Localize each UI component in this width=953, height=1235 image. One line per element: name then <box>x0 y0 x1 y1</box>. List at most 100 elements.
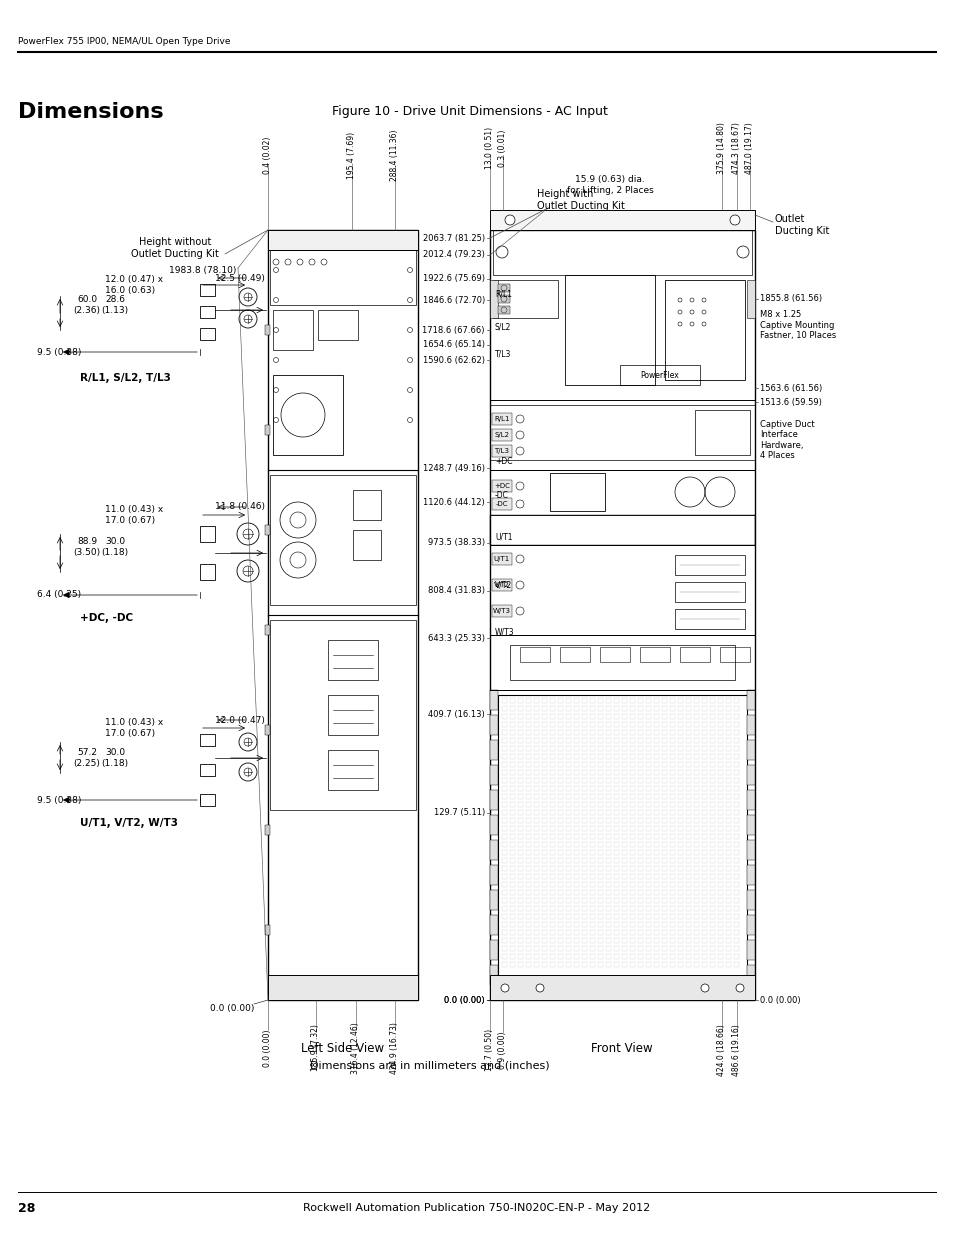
Bar <box>200 764 214 776</box>
Bar <box>746 890 754 910</box>
Text: U/T1, V/T2, W/T3: U/T1, V/T2, W/T3 <box>80 818 178 827</box>
Bar <box>541 898 546 903</box>
Bar <box>558 762 562 767</box>
Bar <box>664 280 744 380</box>
Bar <box>645 778 650 783</box>
Bar <box>621 746 626 751</box>
Bar <box>718 858 722 863</box>
Bar <box>629 746 635 751</box>
Bar <box>733 818 739 823</box>
Bar <box>501 946 506 951</box>
Bar <box>501 746 506 751</box>
Bar <box>709 914 714 919</box>
Bar <box>525 755 531 760</box>
Bar <box>693 698 699 703</box>
Bar <box>317 310 357 340</box>
Bar <box>693 802 699 806</box>
Bar <box>328 640 377 680</box>
Bar <box>725 802 730 806</box>
Bar <box>614 714 618 719</box>
Bar <box>685 834 690 839</box>
Bar <box>525 826 531 831</box>
Bar <box>733 722 739 727</box>
Bar <box>629 785 635 790</box>
Bar <box>725 898 730 903</box>
Bar <box>525 866 531 871</box>
Bar <box>638 810 642 815</box>
Bar <box>709 842 714 847</box>
Bar <box>654 923 659 927</box>
Bar <box>534 722 538 727</box>
Bar <box>638 866 642 871</box>
Bar <box>614 810 618 815</box>
Bar <box>701 939 706 944</box>
Bar <box>678 850 682 855</box>
Bar <box>718 874 722 879</box>
Bar <box>701 850 706 855</box>
Bar <box>574 842 578 847</box>
Bar <box>718 890 722 895</box>
Text: 30.0
(1.18): 30.0 (1.18) <box>101 537 129 557</box>
Bar <box>621 826 626 831</box>
Bar <box>678 785 682 790</box>
Bar <box>678 898 682 903</box>
Bar <box>605 962 610 967</box>
Bar <box>558 834 562 839</box>
Bar <box>746 864 754 885</box>
Bar <box>645 730 650 735</box>
Bar <box>638 730 642 735</box>
Bar <box>525 769 531 776</box>
Bar <box>497 295 510 303</box>
Bar <box>733 762 739 767</box>
Bar <box>669 746 675 751</box>
Bar <box>558 923 562 927</box>
Bar <box>589 698 595 703</box>
Bar <box>678 730 682 735</box>
Bar <box>541 810 546 815</box>
Bar <box>661 746 666 751</box>
Bar <box>273 310 313 350</box>
Circle shape <box>236 522 258 545</box>
Bar <box>718 914 722 919</box>
Bar <box>654 834 659 839</box>
Bar <box>701 858 706 863</box>
Bar <box>581 882 586 887</box>
Bar <box>654 739 659 743</box>
Bar <box>629 826 635 831</box>
Bar <box>268 230 417 249</box>
Bar <box>490 974 754 1000</box>
Bar <box>605 778 610 783</box>
Bar <box>645 698 650 703</box>
Bar <box>517 930 522 935</box>
Bar <box>550 818 555 823</box>
Bar <box>501 874 506 879</box>
Circle shape <box>239 734 256 751</box>
Bar <box>517 722 522 727</box>
Text: 0.0 (0.00): 0.0 (0.00) <box>210 1004 253 1013</box>
Bar <box>565 826 571 831</box>
Bar <box>517 785 522 790</box>
Bar <box>574 730 578 735</box>
Bar <box>510 882 515 887</box>
Text: 88.9
(3.50): 88.9 (3.50) <box>73 537 100 557</box>
Bar <box>733 939 739 944</box>
Bar <box>693 939 699 944</box>
Bar <box>718 730 722 735</box>
Text: 0.3 (0.01): 0.3 (0.01) <box>498 130 507 167</box>
Bar <box>510 762 515 767</box>
Bar <box>693 746 699 751</box>
Bar <box>565 818 571 823</box>
Bar <box>661 923 666 927</box>
Bar <box>517 818 522 823</box>
Bar <box>638 850 642 855</box>
Bar <box>701 755 706 760</box>
Text: 9.5 (0.38): 9.5 (0.38) <box>37 347 81 357</box>
Bar <box>638 962 642 967</box>
Bar <box>517 755 522 760</box>
Bar <box>574 802 578 806</box>
Bar <box>605 834 610 839</box>
Bar <box>517 794 522 799</box>
Bar <box>565 914 571 919</box>
Bar <box>629 739 635 743</box>
Bar <box>693 842 699 847</box>
